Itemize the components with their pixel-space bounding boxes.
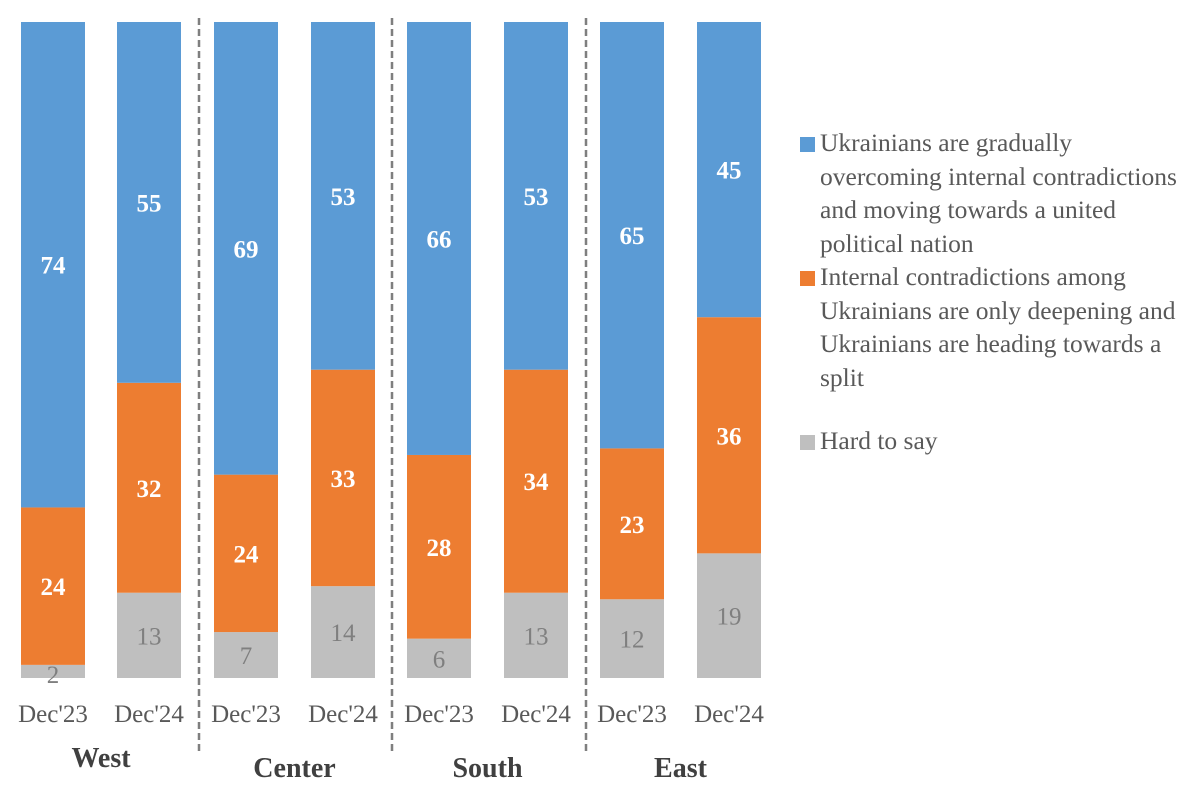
data-label: 65 bbox=[620, 223, 645, 250]
bar-segment-split bbox=[697, 317, 761, 554]
group-label-west: West bbox=[71, 743, 131, 774]
legend-item-united: Ukrainians are gradually overcoming inte… bbox=[800, 126, 1194, 260]
bar-segment-split bbox=[407, 454, 471, 639]
data-label: 45 bbox=[717, 158, 742, 185]
bar-segment-hard-to-say bbox=[504, 592, 568, 678]
x-tick-label: Dec'24 bbox=[501, 701, 571, 728]
x-tick-label: Dec'23 bbox=[18, 701, 88, 728]
data-label: 24 bbox=[234, 541, 260, 568]
x-tick-label: Dec'24 bbox=[308, 701, 378, 728]
data-label: 53 bbox=[524, 184, 549, 211]
data-label: 32 bbox=[137, 476, 162, 503]
bar-segment-hard-to-say bbox=[21, 664, 85, 678]
bar-segment-united bbox=[600, 22, 664, 449]
bar-segment-united bbox=[311, 22, 375, 370]
legend-swatch-gray bbox=[800, 435, 815, 450]
bar-segment-split bbox=[600, 448, 664, 600]
x-tick-label: Dec'23 bbox=[597, 701, 667, 728]
data-label: 34 bbox=[524, 469, 550, 496]
x-tick-label: Dec'24 bbox=[114, 701, 184, 728]
data-label: 24 bbox=[41, 574, 67, 601]
bar-segment-split bbox=[311, 369, 375, 587]
bar-segment-hard-to-say bbox=[600, 599, 664, 678]
data-label: 7 bbox=[240, 643, 253, 670]
bar-segment-hard-to-say bbox=[697, 553, 761, 678]
group-label-south: South bbox=[452, 753, 522, 784]
legend: Ukrainians are gradually overcoming inte… bbox=[800, 126, 1194, 458]
data-label: 23 bbox=[620, 512, 645, 539]
x-tick-label: Dec'23 bbox=[211, 701, 281, 728]
bar-segment-split bbox=[214, 474, 278, 633]
legend-item-hard-to-say: Hard to say bbox=[800, 424, 1194, 458]
bar-segment-hard-to-say bbox=[311, 586, 375, 678]
bar-segment-united bbox=[214, 22, 278, 475]
data-label: 53 bbox=[331, 184, 356, 211]
bar-segment-split bbox=[504, 369, 568, 593]
data-label: 28 bbox=[427, 535, 452, 562]
data-label: 12 bbox=[620, 627, 645, 654]
bar-segment-split bbox=[117, 382, 181, 593]
group-label-east: East bbox=[654, 753, 708, 784]
bar-segment-united bbox=[504, 22, 568, 370]
data-label: 66 bbox=[427, 226, 452, 253]
bar-segment-united bbox=[697, 22, 761, 318]
legend-label: Internal contradictions among Ukrainians… bbox=[820, 262, 1176, 392]
data-label: 74 bbox=[41, 253, 67, 280]
legend-swatch-blue bbox=[800, 137, 815, 152]
bar-segment-united bbox=[407, 22, 471, 455]
legend-label: Ukrainians are gradually overcoming inte… bbox=[820, 128, 1177, 258]
legend-swatch-orange bbox=[800, 271, 815, 286]
bar-segment-hard-to-say bbox=[117, 592, 181, 678]
data-label: 36 bbox=[717, 423, 742, 450]
data-label: 69 bbox=[234, 236, 259, 263]
bar-segment-hard-to-say bbox=[214, 632, 278, 678]
data-label: 13 bbox=[137, 623, 162, 650]
bar-segment-united bbox=[117, 22, 181, 383]
data-label: 6 bbox=[433, 646, 446, 673]
bar-segment-split bbox=[21, 507, 85, 665]
x-tick-label: Dec'23 bbox=[404, 701, 474, 728]
legend-item-split: Internal contradictions among Ukrainians… bbox=[800, 260, 1194, 394]
data-label: 19 bbox=[717, 604, 742, 631]
group-label-center: Center bbox=[253, 753, 335, 784]
data-label: 13 bbox=[524, 623, 549, 650]
bar-segment-united bbox=[21, 22, 85, 508]
data-label: 55 bbox=[137, 190, 162, 217]
x-tick-label: Dec'24 bbox=[694, 701, 764, 728]
data-label: 33 bbox=[331, 466, 356, 493]
data-label: 2 bbox=[47, 662, 60, 689]
data-label: 14 bbox=[331, 620, 357, 647]
stacked-bar-chart: 2 24 74 Dec'23 13 32 55 Dec'24 7 24 69 Dec'23 14 33 53… bbox=[18, 18, 764, 784]
bar-segment-hard-to-say bbox=[407, 638, 471, 678]
legend-label: Hard to say bbox=[820, 426, 938, 455]
